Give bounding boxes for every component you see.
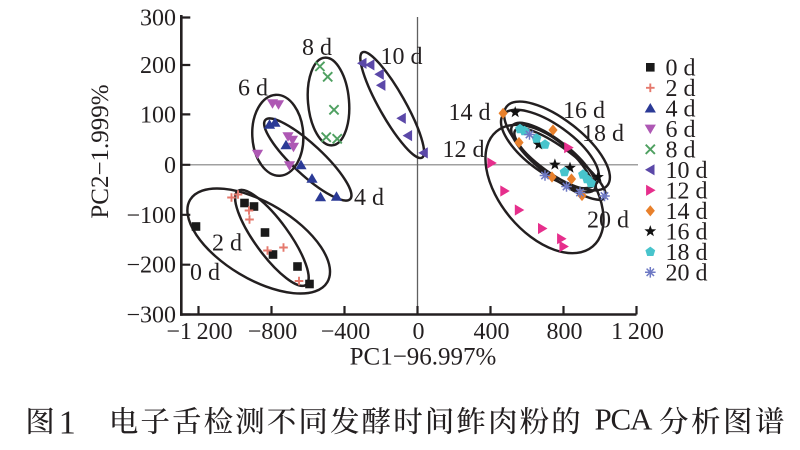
svg-text:20 d: 20 d (587, 208, 629, 234)
svg-text:2 d: 2 d (212, 231, 242, 257)
svg-text:−100: −100 (126, 203, 176, 229)
svg-text:0: 0 (164, 153, 176, 179)
svg-text:PC2−1.999%: PC2−1.999% (87, 84, 114, 218)
svg-text:12 d: 12 d (443, 137, 485, 163)
svg-text:18 d: 18 d (666, 240, 708, 266)
svg-text:800: 800 (547, 319, 583, 345)
svg-text:16 d: 16 d (666, 219, 708, 245)
svg-text:300: 300 (140, 6, 176, 32)
svg-text:8 d: 8 d (302, 35, 332, 61)
svg-text:2 d: 2 d (666, 76, 696, 102)
svg-text:−300: −300 (126, 303, 176, 329)
svg-text:1 200: 1 200 (611, 319, 664, 345)
svg-text:0 d: 0 d (666, 55, 696, 81)
svg-text:4 d: 4 d (354, 185, 384, 211)
svg-text:14 d: 14 d (449, 100, 491, 126)
svg-text:10 d: 10 d (666, 158, 708, 184)
svg-text:1: 1 (59, 405, 76, 442)
svg-text:−800: −800 (248, 319, 298, 345)
svg-text:400: 400 (474, 319, 510, 345)
svg-text:200: 200 (140, 53, 176, 79)
svg-text:6 d: 6 d (666, 117, 696, 143)
svg-text:−200: −200 (126, 253, 176, 279)
svg-text:PC1−96.997%: PC1−96.997% (350, 344, 497, 371)
svg-text:6 d: 6 d (238, 76, 268, 102)
svg-text:10 d: 10 d (381, 44, 423, 70)
svg-text:12 d: 12 d (666, 178, 708, 204)
svg-text:0: 0 (413, 319, 425, 345)
svg-text:4 d: 4 d (666, 96, 696, 122)
svg-text:−400: −400 (321, 319, 371, 345)
svg-text:20 d: 20 d (666, 260, 708, 286)
svg-text:8 d: 8 d (666, 137, 696, 163)
svg-text:0 d: 0 d (190, 260, 220, 286)
svg-text:14 d: 14 d (666, 199, 708, 225)
svg-text:−1 200: −1 200 (166, 319, 232, 345)
svg-text:100: 100 (140, 102, 176, 128)
svg-text:16 d: 16 d (563, 98, 605, 124)
svg-text:18 d: 18 d (582, 121, 624, 147)
svg-text:PCA: PCA (595, 402, 654, 437)
